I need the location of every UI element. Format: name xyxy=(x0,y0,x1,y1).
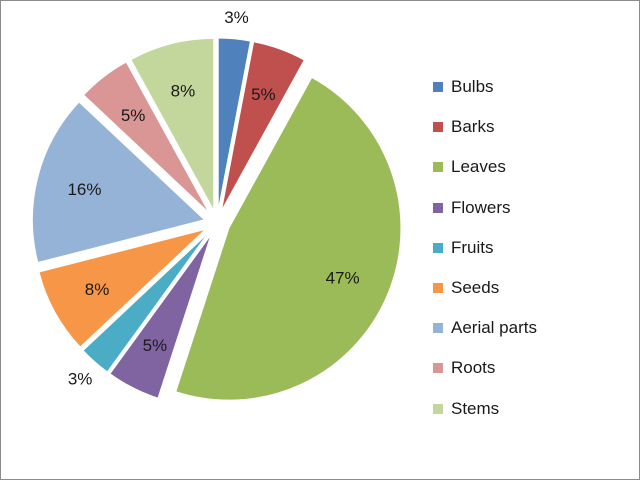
legend-item-roots: Roots xyxy=(433,348,633,388)
data-label-barks: 5% xyxy=(251,85,276,104)
legend-swatch xyxy=(433,82,443,93)
pie-slice-roots xyxy=(82,61,210,214)
pie-slice-seeds xyxy=(38,228,206,348)
pie-slice-barks xyxy=(220,41,305,212)
legend-label: Roots xyxy=(451,358,496,378)
legend-item-fruits: Fruits xyxy=(433,228,633,268)
legend-label: Fruits xyxy=(451,237,494,257)
legend-swatch xyxy=(433,403,443,414)
legend-label: Bulbs xyxy=(451,77,494,97)
data-label-bulbs: 3% xyxy=(224,8,249,27)
legend-swatch xyxy=(433,162,443,173)
pie-slice-aerial-parts xyxy=(31,101,206,264)
legend-item-stems: Stems xyxy=(433,389,633,429)
legend-swatch xyxy=(433,202,443,213)
data-label-roots: 5% xyxy=(121,106,146,125)
legend-label: Stems xyxy=(451,398,500,418)
pie-slice-fruits xyxy=(82,232,209,373)
legend-item-bulbs: Bulbs xyxy=(433,67,633,107)
data-label-seeds: 8% xyxy=(85,280,110,299)
legend-swatch xyxy=(433,242,443,253)
legend-item-seeds: Seeds xyxy=(433,268,633,308)
legend-label: Seeds xyxy=(451,278,500,298)
legend-item-aerial-parts: Aerial parts xyxy=(433,308,633,348)
legend-label: Flowers xyxy=(451,197,511,217)
pie-slice-leaves xyxy=(175,76,402,401)
pie-slice-bulbs xyxy=(217,37,252,211)
legend-swatch xyxy=(433,323,443,334)
data-label-leaves: 47% xyxy=(326,268,360,287)
data-label-flowers: 5% xyxy=(143,336,168,355)
legend-label: Leaves xyxy=(451,157,506,177)
legend-item-flowers: Flowers xyxy=(433,188,633,228)
data-label-aerial-parts: 16% xyxy=(67,180,101,199)
legend-swatch xyxy=(433,283,443,294)
data-label-stems: 8% xyxy=(171,81,196,100)
legend-swatch xyxy=(433,363,443,374)
data-label-fruits: 3% xyxy=(68,369,93,388)
pie-slice-flowers xyxy=(109,234,212,399)
legend-label: Barks xyxy=(451,117,495,137)
legend-item-leaves: Leaves xyxy=(433,147,633,187)
pie-slice-stems xyxy=(130,37,215,211)
legend-label: Aerial parts xyxy=(451,318,537,338)
legend: Bulbs Barks Leaves Flowers Fruits Seeds Aerial… xyxy=(433,67,633,429)
legend-swatch xyxy=(433,122,443,133)
legend-item-barks: Barks xyxy=(433,107,633,147)
